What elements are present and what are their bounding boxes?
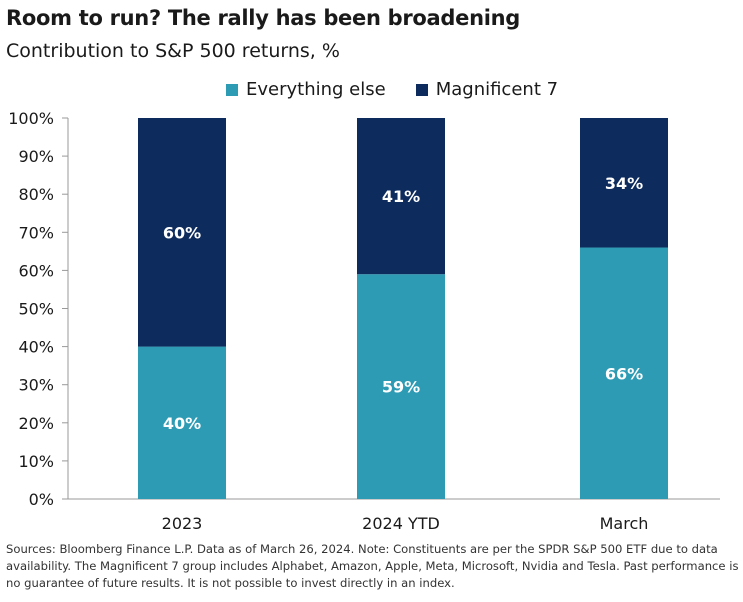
bar-segment-everything-else xyxy=(580,247,668,499)
data-label: 59% xyxy=(382,378,420,397)
y-tick-label: 90% xyxy=(18,147,54,166)
data-label: 40% xyxy=(163,414,201,433)
bar-segment-everything-else xyxy=(138,346,226,499)
chart-subtitle: Contribution to S&P 500 returns, % xyxy=(6,40,340,62)
bar-segment-magnificent-7 xyxy=(357,118,445,275)
data-label: 34% xyxy=(605,174,643,193)
y-tick-label: 60% xyxy=(18,261,54,280)
legend-label-magnificent-7: Magnificent 7 xyxy=(435,79,559,100)
bar-segment-everything-else xyxy=(357,274,445,499)
footnote: Sources: Bloomberg Finance L.P. Data as … xyxy=(6,542,739,590)
data-label: 66% xyxy=(605,364,643,383)
y-tick-label: 100% xyxy=(8,109,54,128)
y-tick-label: 10% xyxy=(18,452,54,471)
y-tick-label: 40% xyxy=(18,338,54,357)
data-label: 41% xyxy=(382,187,420,206)
data-label: 60% xyxy=(163,223,201,242)
stacked-bar-chart: 0% 10% 20% 30% 40% 50% 60% 70% 80% 90% 100% 40% 60% 2… xyxy=(8,109,720,533)
y-tick-label: 20% xyxy=(18,414,54,433)
legend-swatch-everything-else xyxy=(226,83,238,96)
y-tick-label: 30% xyxy=(18,376,54,395)
legend-item-magnificent-7: Magnificent 7 xyxy=(415,79,559,100)
legend-item-everything-else: Everything else xyxy=(226,79,386,100)
x-tick-label: 2024 YTD xyxy=(362,514,440,533)
y-tick-label: 0% xyxy=(29,490,54,509)
x-tick-label: 2023 xyxy=(162,514,203,533)
y-tick-label: 80% xyxy=(18,185,54,204)
bar-segment-magnificent-7 xyxy=(580,118,668,248)
x-tick-label: March xyxy=(600,514,649,533)
chart-title: Room to run? The rally has been broadeni… xyxy=(6,6,521,30)
legend: Everything else Magnificent 7 xyxy=(226,79,588,100)
y-tick-label: 50% xyxy=(18,300,54,319)
bar-segment-magnificent-7 xyxy=(138,118,226,347)
y-tick-label: 70% xyxy=(18,223,54,242)
legend-swatch-magnificent-7 xyxy=(415,83,428,96)
legend-label-everything-else: Everything else xyxy=(246,79,386,100)
